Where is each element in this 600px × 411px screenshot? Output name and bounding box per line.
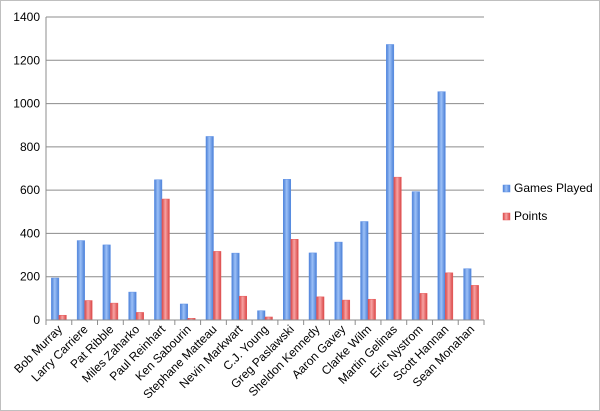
games-played-bar — [128, 291, 137, 321]
y-tick-label: 600 — [20, 183, 40, 197]
y-tick-label: 1000 — [13, 97, 40, 111]
games-played-bar — [463, 268, 472, 321]
y-tick-label: 400 — [20, 226, 40, 240]
games-played-bar — [283, 179, 292, 321]
gridlines — [46, 16, 484, 278]
points-bar — [58, 314, 67, 321]
points-bar — [316, 296, 325, 321]
y-tick-label: 0 — [33, 313, 40, 327]
games-played-bar — [437, 91, 446, 321]
points-bar — [445, 272, 454, 321]
legend-label-points: Points — [514, 209, 547, 223]
games-played-bar — [231, 252, 240, 321]
y-tick-labels: 0 200 400 600 800 1000 1200 1400 — [13, 10, 40, 327]
points-bar — [161, 198, 170, 321]
y-tick-label: 1200 — [13, 53, 40, 67]
bars — [51, 44, 479, 321]
games-played-bar — [102, 244, 111, 321]
games-played-bar — [76, 240, 85, 321]
games-played-bar — [179, 303, 188, 321]
points-bar — [393, 176, 402, 321]
games-played-bar — [205, 136, 214, 321]
points-bar — [419, 293, 428, 321]
points-bar — [238, 295, 247, 321]
games-played-bar — [386, 44, 395, 321]
games-played-bar — [257, 310, 266, 321]
points-bar — [470, 285, 479, 321]
points-bar — [110, 302, 119, 321]
points-bar — [290, 239, 299, 321]
y-tick-label: 1400 — [13, 10, 40, 24]
points-bar — [213, 251, 222, 321]
games-played-bar — [334, 241, 343, 321]
games-played-bar — [154, 179, 163, 321]
axes — [45, 17, 485, 325]
points-bar — [367, 298, 376, 321]
legend-label-games-played: Games Played — [514, 181, 593, 195]
legend-swatch-points — [502, 212, 511, 221]
points-bar — [84, 300, 93, 321]
legend-swatch-games-played — [502, 184, 511, 193]
points-bar — [135, 312, 144, 321]
games-played-bar — [360, 221, 369, 321]
games-played-bar — [411, 191, 420, 321]
y-tick-label: 200 — [20, 270, 40, 284]
games-played-bar — [308, 252, 317, 321]
games-played-bar — [51, 277, 60, 321]
points-bar — [342, 299, 351, 321]
y-tick-label: 800 — [20, 140, 40, 154]
legend: Games Played Points — [502, 181, 593, 223]
